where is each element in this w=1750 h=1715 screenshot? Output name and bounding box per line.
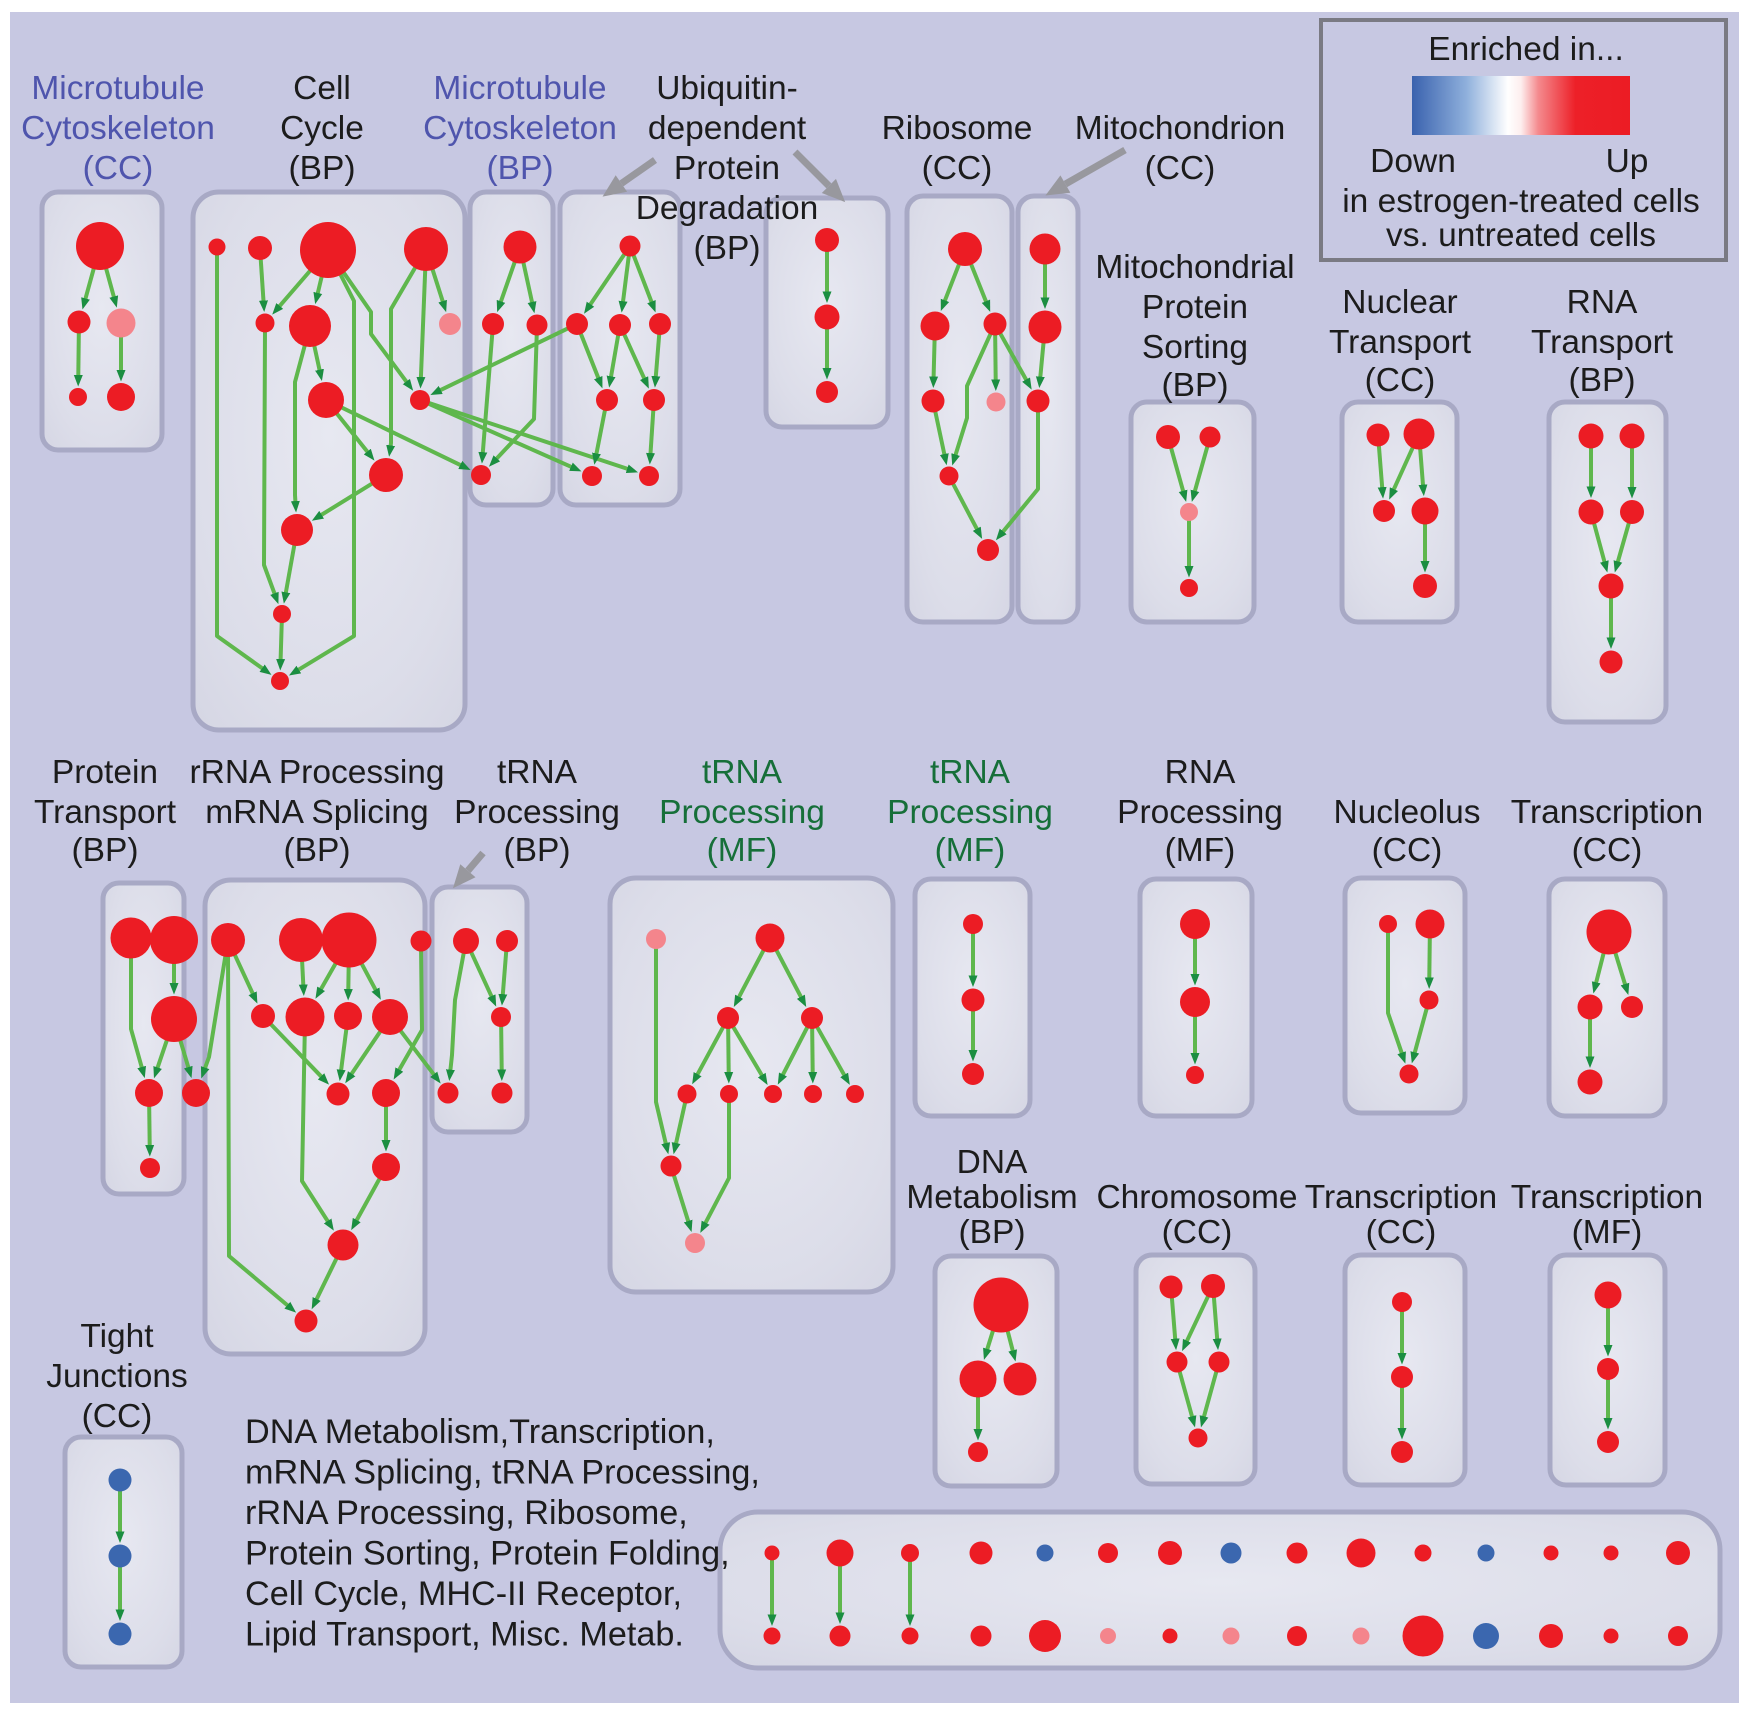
svg-text:Tight: Tight [80, 1318, 154, 1355]
svg-text:(CC): (CC) [1366, 1214, 1437, 1251]
svg-text:(BP): (BP) [1162, 367, 1229, 404]
svg-text:Microtubule: Microtubule [433, 70, 606, 107]
svg-text:Processing: Processing [887, 794, 1053, 831]
svg-text:Sorting: Sorting [1142, 329, 1248, 366]
svg-text:(CC): (CC) [82, 1398, 153, 1435]
svg-text:(CC): (CC) [1365, 362, 1436, 399]
svg-text:Transport: Transport [1329, 324, 1472, 361]
svg-text:tRNA: tRNA [930, 754, 1011, 791]
svg-text:Mitochondrion: Mitochondrion [1075, 110, 1285, 147]
svg-text:Enriched in...: Enriched in... [1428, 31, 1624, 68]
svg-text:Protein: Protein [52, 754, 158, 791]
svg-text:(BP): (BP) [504, 832, 571, 869]
svg-text:(MF): (MF) [1165, 832, 1236, 869]
svg-text:Protein: Protein [674, 150, 780, 187]
svg-text:Nuclear: Nuclear [1342, 284, 1457, 321]
svg-text:Transport: Transport [1531, 324, 1674, 361]
svg-text:Cytoskeleton: Cytoskeleton [21, 110, 215, 147]
svg-text:vs. untreated cells: vs. untreated cells [1386, 217, 1656, 254]
svg-text:Transcription: Transcription [1511, 1179, 1703, 1216]
svg-text:Chromosome: Chromosome [1096, 1179, 1297, 1216]
svg-text:DNA: DNA [957, 1144, 1028, 1181]
svg-text:Protein: Protein [1142, 289, 1248, 326]
svg-text:in estrogen-treated cells: in estrogen-treated cells [1342, 183, 1700, 220]
svg-text:(BP): (BP) [959, 1214, 1026, 1251]
svg-text:mRNA Splicing, tRNA Processing: mRNA Splicing, tRNA Processing, [245, 1454, 760, 1492]
svg-text:Cell: Cell [293, 70, 351, 107]
svg-text:(CC): (CC) [1145, 150, 1216, 187]
svg-text:Up: Up [1606, 143, 1649, 180]
svg-text:tRNA: tRNA [497, 754, 578, 791]
svg-text:Transcription: Transcription [1305, 1179, 1497, 1216]
svg-text:Microtubule: Microtubule [31, 70, 204, 107]
svg-text:Ribosome: Ribosome [882, 110, 1033, 147]
svg-text:Ubiquitin-: Ubiquitin- [656, 70, 798, 107]
svg-text:(BP): (BP) [289, 150, 356, 187]
svg-text:RNA: RNA [1567, 284, 1638, 321]
svg-text:Down: Down [1370, 143, 1456, 180]
svg-text:Cycle: Cycle [280, 110, 364, 147]
svg-text:(MF): (MF) [935, 832, 1006, 869]
svg-text:Transport: Transport [34, 794, 177, 831]
svg-text:Processing: Processing [1117, 794, 1283, 831]
svg-text:Metabolism: Metabolism [906, 1179, 1077, 1216]
svg-text:Processing: Processing [454, 794, 620, 831]
svg-text:tRNA: tRNA [702, 754, 783, 791]
svg-text:Degradation: Degradation [636, 190, 819, 227]
svg-text:Mitochondrial: Mitochondrial [1095, 249, 1294, 286]
svg-text:rRNA Processing, Ribosome,: rRNA Processing, Ribosome, [245, 1494, 688, 1532]
svg-text:(CC): (CC) [83, 150, 154, 187]
svg-text:Transcription: Transcription [1511, 794, 1703, 831]
svg-text:RNA: RNA [1165, 754, 1236, 791]
svg-text:(CC): (CC) [1162, 1214, 1233, 1251]
svg-text:Protein Sorting, Protein Foldi: Protein Sorting, Protein Folding, [245, 1535, 730, 1573]
svg-text:(CC): (CC) [922, 150, 993, 187]
svg-text:rRNA Processing: rRNA Processing [189, 754, 444, 791]
svg-text:(BP): (BP) [487, 150, 554, 187]
svg-text:(BP): (BP) [1569, 362, 1636, 399]
svg-text:Nucleolus: Nucleolus [1333, 794, 1480, 831]
svg-text:Processing: Processing [659, 794, 825, 831]
svg-text:(BP): (BP) [72, 832, 139, 869]
svg-text:(CC): (CC) [1372, 832, 1443, 869]
svg-text:(MF): (MF) [1572, 1214, 1643, 1251]
svg-text:dependent: dependent [648, 110, 807, 147]
svg-text:(CC): (CC) [1572, 832, 1643, 869]
svg-text:mRNA Splicing: mRNA Splicing [205, 794, 428, 831]
svg-text:(BP): (BP) [284, 832, 351, 869]
svg-text:(BP): (BP) [694, 230, 761, 267]
svg-text:Cell Cycle, MHC-II Receptor,: Cell Cycle, MHC-II Receptor, [245, 1575, 682, 1613]
svg-text:Junctions: Junctions [46, 1358, 188, 1395]
svg-text:DNA Metabolism,Transcription,: DNA Metabolism,Transcription, [245, 1413, 715, 1451]
svg-text:Lipid Transport, Misc. Metab.: Lipid Transport, Misc. Metab. [245, 1616, 684, 1654]
svg-text:(MF): (MF) [707, 832, 778, 869]
svg-text:Cytoskeleton: Cytoskeleton [423, 110, 617, 147]
